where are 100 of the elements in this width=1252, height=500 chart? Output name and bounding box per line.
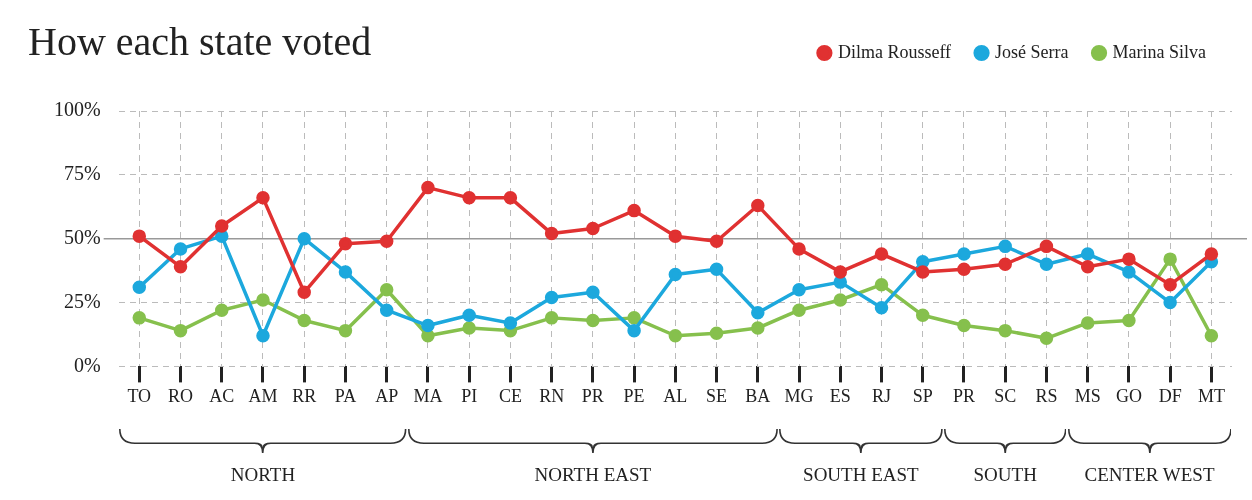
point bbox=[1163, 277, 1177, 292]
point bbox=[709, 262, 724, 277]
point bbox=[544, 226, 559, 241]
point bbox=[586, 313, 600, 328]
point bbox=[709, 234, 724, 248]
legend-label: Dilma Rousseff bbox=[837, 41, 952, 62]
x-tick-label: AM bbox=[248, 385, 278, 406]
x-tick-label: RS bbox=[1035, 385, 1058, 406]
legend-label: Marina Silva bbox=[1112, 41, 1207, 62]
point bbox=[173, 323, 188, 338]
point bbox=[1080, 316, 1095, 330]
point bbox=[1039, 239, 1054, 254]
point bbox=[215, 219, 229, 233]
x-tick-label: MT bbox=[1197, 385, 1225, 406]
point bbox=[1122, 252, 1136, 266]
point bbox=[833, 293, 848, 307]
point bbox=[132, 280, 147, 294]
text: CENTER WEST bbox=[1084, 464, 1215, 486]
point bbox=[173, 242, 188, 256]
point bbox=[833, 275, 848, 289]
point bbox=[379, 283, 394, 297]
x-tick-label: PA bbox=[334, 385, 357, 406]
point bbox=[297, 285, 311, 300]
point bbox=[751, 321, 765, 335]
point bbox=[957, 318, 971, 333]
point bbox=[297, 231, 311, 246]
point bbox=[957, 247, 971, 261]
point bbox=[503, 191, 518, 205]
x-tick-label: ES bbox=[829, 385, 851, 406]
point bbox=[256, 293, 270, 307]
point bbox=[998, 239, 1012, 254]
x-tick-label: SE bbox=[706, 385, 728, 406]
legend-label: José Serra bbox=[995, 41, 1069, 62]
point bbox=[668, 229, 683, 243]
point bbox=[1080, 247, 1095, 261]
point bbox=[586, 285, 600, 300]
x-tick-label: AP bbox=[375, 385, 399, 406]
point bbox=[668, 267, 683, 282]
x-tick-label: MA bbox=[413, 385, 443, 406]
y-tick-label: 50% bbox=[63, 225, 101, 248]
point bbox=[874, 300, 889, 315]
point bbox=[874, 277, 889, 292]
point bbox=[627, 323, 641, 338]
text: NORTH EAST bbox=[534, 464, 652, 486]
point bbox=[1039, 331, 1054, 346]
point bbox=[544, 290, 559, 305]
point bbox=[627, 311, 641, 325]
chart-title: How each state voted bbox=[28, 19, 372, 64]
point bbox=[338, 265, 353, 279]
point bbox=[915, 308, 930, 323]
point bbox=[709, 326, 724, 340]
point bbox=[915, 254, 930, 269]
point bbox=[915, 265, 930, 279]
point bbox=[751, 306, 765, 320]
point bbox=[874, 247, 889, 261]
point bbox=[132, 311, 147, 325]
point bbox=[586, 221, 600, 236]
point bbox=[256, 191, 270, 205]
x-tick-label: PE bbox=[623, 385, 645, 406]
point bbox=[1204, 247, 1219, 261]
point bbox=[627, 203, 641, 218]
point bbox=[998, 257, 1012, 271]
y-tick-label: 75% bbox=[63, 162, 101, 185]
point bbox=[1163, 295, 1177, 310]
point bbox=[1122, 265, 1136, 279]
point bbox=[751, 198, 765, 213]
point bbox=[379, 303, 394, 317]
point bbox=[792, 303, 806, 317]
point bbox=[379, 234, 394, 248]
x-tick-label: RR bbox=[292, 385, 317, 406]
y-tick-label: 25% bbox=[63, 289, 101, 312]
point bbox=[256, 329, 270, 343]
text: SOUTH EAST bbox=[803, 464, 919, 486]
point bbox=[1163, 252, 1177, 266]
text: NORTH bbox=[230, 464, 296, 486]
point bbox=[215, 303, 229, 317]
x-tick-label: RJ bbox=[872, 385, 892, 406]
point bbox=[462, 321, 476, 335]
point bbox=[132, 229, 147, 243]
point bbox=[338, 237, 353, 251]
x-tick-label: RO bbox=[168, 385, 194, 406]
point bbox=[173, 260, 188, 274]
point bbox=[544, 311, 559, 325]
x-tick-label: CE bbox=[498, 385, 522, 406]
point bbox=[421, 329, 435, 343]
x-tick-label: MS bbox=[1074, 385, 1101, 406]
point bbox=[1204, 329, 1219, 343]
point bbox=[792, 242, 806, 256]
point bbox=[503, 316, 518, 330]
point bbox=[297, 313, 311, 328]
point bbox=[338, 323, 353, 338]
point bbox=[1080, 260, 1095, 274]
x-tick-label: PR bbox=[581, 385, 604, 406]
point bbox=[998, 323, 1012, 338]
x-tick-label: AC bbox=[209, 385, 235, 406]
point bbox=[957, 262, 971, 277]
y-tick-label: 100% bbox=[53, 98, 101, 121]
point bbox=[1122, 313, 1136, 328]
x-tick-label: GO bbox=[1115, 385, 1142, 406]
x-tick-label: RN bbox=[539, 385, 565, 406]
